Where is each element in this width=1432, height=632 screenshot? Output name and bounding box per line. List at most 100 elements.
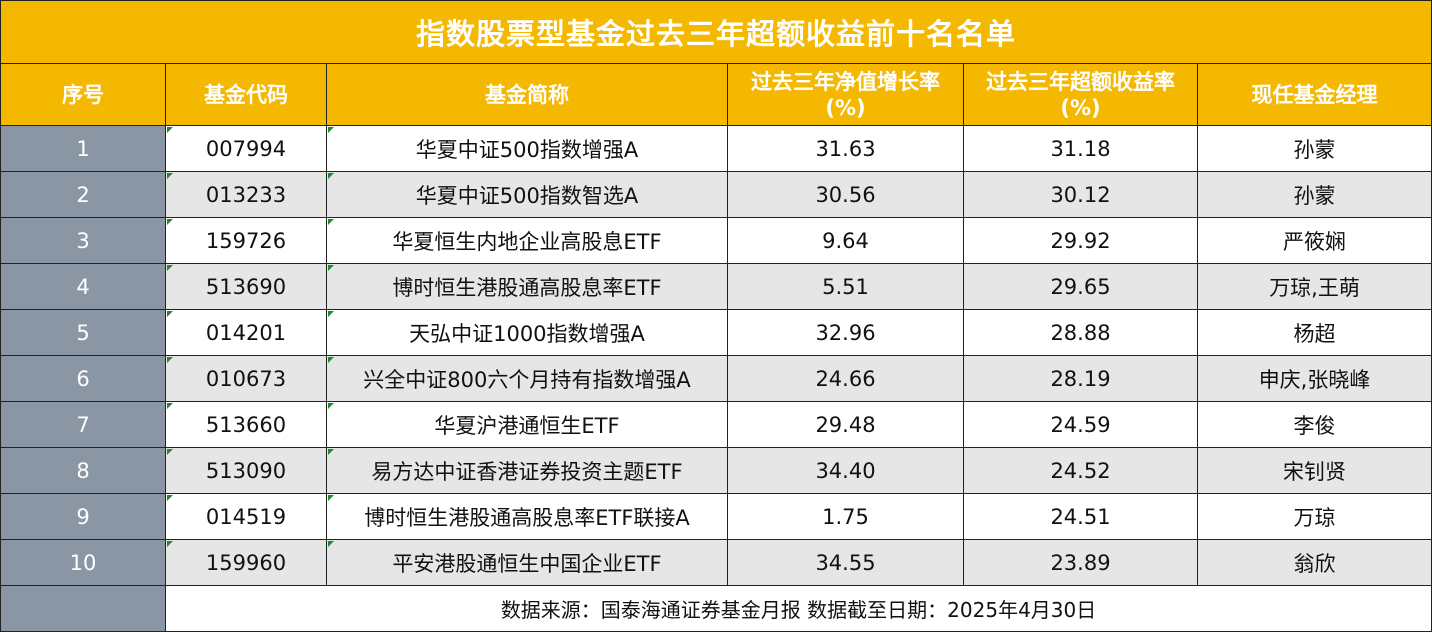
cell-nav-growth: 9.64 [727, 217, 964, 264]
cell-manager: 申庆,张晓峰 [1196, 355, 1432, 402]
cell-excess-return: 28.19 [963, 355, 1198, 402]
table-title: 指数股票型基金过去三年超额收益前十名名单 [0, 0, 1432, 64]
table-row: 9 014519 博时恒生港股通高股息率ETF联接A 1.75 24.51 万琼 [0, 493, 1432, 540]
cell-comment-marker-icon [167, 357, 173, 363]
cell-comment-marker-icon [328, 311, 334, 317]
cell-fund-code: 014519 [165, 493, 327, 540]
cell-nav-growth: 32.96 [727, 309, 964, 356]
header-nav-growth: 过去三年净值增长率 (%) [727, 63, 964, 126]
cell-excess-return: 24.51 [963, 493, 1198, 540]
cell-nav-growth: 34.55 [727, 539, 964, 586]
header-excess-return-line1: 过去三年超额收益率 [986, 69, 1175, 94]
cell-manager: 万琼 [1196, 493, 1432, 540]
cell-fund-code: 014201 [165, 309, 327, 356]
title-row: 指数股票型基金过去三年超额收益前十名名单 [0, 0, 1432, 64]
table-row: 7 513660 华夏沪港通恒生ETF 29.48 24.59 李俊 [0, 401, 1432, 448]
cell-comment-marker-icon [328, 173, 334, 179]
cell-fund-code: 513090 [165, 447, 327, 494]
cell-fund-code: 007994 [165, 125, 327, 172]
cell-excess-return: 28.88 [963, 309, 1198, 356]
header-index: 序号 [0, 63, 166, 126]
cell-index: 6 [0, 355, 166, 402]
cell-manager: 李俊 [1196, 401, 1432, 448]
cell-excess-return: 23.89 [963, 539, 1198, 586]
cell-comment-marker-icon [167, 541, 173, 547]
cell-manager: 孙蒙 [1196, 125, 1432, 172]
cell-manager: 杨超 [1196, 309, 1432, 356]
cell-fund-name: 博时恒生港股通高股息率ETF [326, 263, 728, 310]
header-nav-growth-line2: (%) [825, 95, 866, 120]
cell-fund-name: 华夏恒生内地企业高股息ETF [326, 217, 728, 264]
cell-comment-marker-icon [167, 173, 173, 179]
cell-index: 10 [0, 539, 166, 586]
cell-index: 2 [0, 171, 166, 218]
cell-nav-growth: 1.75 [727, 493, 964, 540]
cell-nav-growth: 5.51 [727, 263, 964, 310]
cell-fund-code: 159960 [165, 539, 327, 586]
cell-fund-code: 013233 [165, 171, 327, 218]
cell-fund-code: 513660 [165, 401, 327, 448]
cell-comment-marker-icon [328, 357, 334, 363]
cell-manager: 翁欣 [1196, 539, 1432, 586]
cell-nav-growth: 30.56 [727, 171, 964, 218]
cell-comment-marker-icon [167, 311, 173, 317]
cell-fund-code: 159726 [165, 217, 327, 264]
cell-fund-name: 华夏中证500指数智选A [326, 171, 728, 218]
cell-comment-marker-icon [328, 449, 334, 455]
cell-fund-name: 华夏中证500指数增强A [326, 125, 728, 172]
cell-fund-name: 平安港股通恒生中国企业ETF [326, 539, 728, 586]
cell-comment-marker-icon [328, 219, 334, 225]
cell-excess-return: 29.92 [963, 217, 1198, 264]
table-row: 10 159960 平安港股通恒生中国企业ETF 34.55 23.89 翁欣 [0, 539, 1432, 586]
header-excess-return-line2: (%) [1060, 95, 1101, 120]
cell-nav-growth: 29.48 [727, 401, 964, 448]
header-code: 基金代码 [165, 63, 327, 126]
header-name: 基金简称 [326, 63, 728, 126]
cell-index: 5 [0, 309, 166, 356]
cell-fund-name: 博时恒生港股通高股息率ETF联接A [326, 493, 728, 540]
cell-manager: 万琼,王萌 [1196, 263, 1432, 310]
header-row: 序号 基金代码 基金简称 过去三年净值增长率 (%) 过去三年超额收益率 (%)… [0, 63, 1432, 126]
cell-excess-return: 24.59 [963, 401, 1198, 448]
header-nav-growth-line1: 过去三年净值增长率 [751, 69, 940, 94]
cell-comment-marker-icon [328, 127, 334, 133]
table-row: 4 513690 博时恒生港股通高股息率ETF 5.51 29.65 万琼,王萌 [0, 263, 1432, 310]
table-row: 2 013233 华夏中证500指数智选A 30.56 30.12 孙蒙 [0, 171, 1432, 218]
cell-excess-return: 31.18 [963, 125, 1198, 172]
cell-comment-marker-icon [167, 219, 173, 225]
cell-comment-marker-icon [328, 403, 334, 409]
footer-index-cell [0, 585, 166, 632]
cell-fund-name: 华夏沪港通恒生ETF [326, 401, 728, 448]
cell-excess-return: 24.52 [963, 447, 1198, 494]
cell-comment-marker-icon [328, 495, 334, 501]
cell-comment-marker-icon [328, 265, 334, 271]
cell-nav-growth: 31.63 [727, 125, 964, 172]
table-row: 6 010673 兴全中证800六个月持有指数增强A 24.66 28.19 申庆,张晓峰 [0, 355, 1432, 402]
cell-comment-marker-icon [167, 495, 173, 501]
cell-comment-marker-icon [167, 403, 173, 409]
cell-index: 1 [0, 125, 166, 172]
cell-excess-return: 30.12 [963, 171, 1198, 218]
cell-fund-name: 天弘中证1000指数增强A [326, 309, 728, 356]
cell-fund-name: 兴全中证800六个月持有指数增强A [326, 355, 728, 402]
cell-index: 9 [0, 493, 166, 540]
header-manager: 现任基金经理 [1196, 63, 1432, 126]
cell-manager: 严筱娴 [1196, 217, 1432, 264]
cell-excess-return: 29.65 [963, 263, 1198, 310]
cell-index: 8 [0, 447, 166, 494]
cell-comment-marker-icon [167, 449, 173, 455]
cell-index: 3 [0, 217, 166, 264]
table-row: 8 513090 易方达中证香港证券投资主题ETF 34.40 24.52 宋钊贤 [0, 447, 1432, 494]
cell-fund-code: 513690 [165, 263, 327, 310]
cell-nav-growth: 24.66 [727, 355, 964, 402]
cell-index: 4 [0, 263, 166, 310]
header-excess-return: 过去三年超额收益率 (%) [963, 63, 1198, 126]
cell-comment-marker-icon [167, 127, 173, 133]
table-body: 1 007994 华夏中证500指数增强A 31.63 31.18 孙蒙 2 013233 华夏… [0, 125, 1432, 586]
cell-nav-growth: 34.40 [727, 447, 964, 494]
footer-row: 数据来源：国泰海通证券基金月报 数据截至日期：2025年4月30日 [0, 585, 1432, 632]
data-source-note: 数据来源：国泰海通证券基金月报 数据截至日期：2025年4月30日 [164, 585, 1432, 632]
cell-fund-code: 010673 [165, 355, 327, 402]
